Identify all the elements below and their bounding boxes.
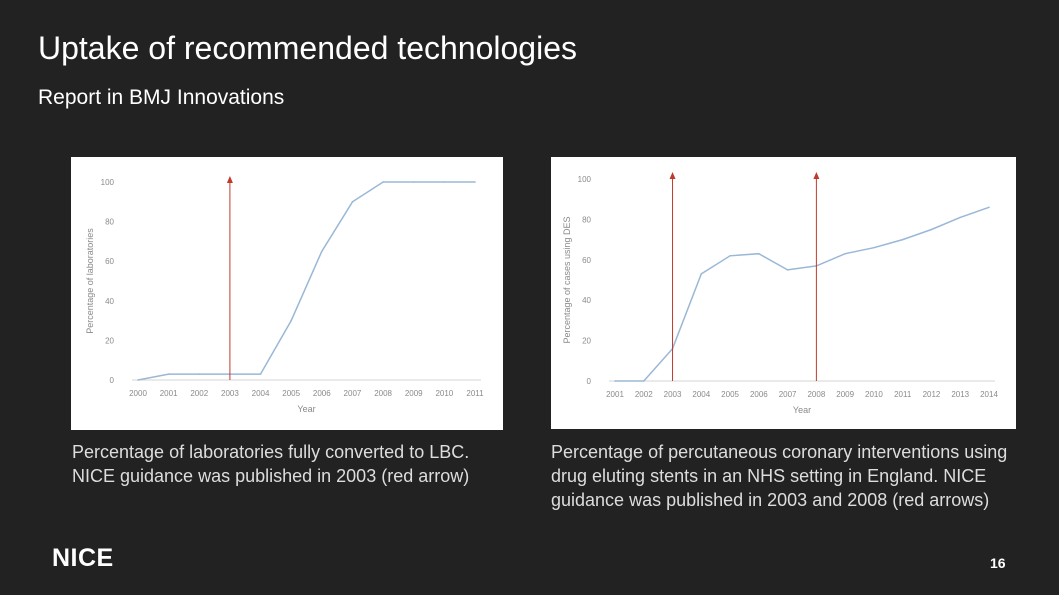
y-tick-label: 100: [578, 175, 592, 184]
page-number: 16: [990, 555, 1006, 571]
chart-des-svg: 0 20 40 60 80 100 2001 2002 2003 2004 2005 2006 2007…: [562, 172, 998, 415]
y-tick-label: 0: [587, 377, 592, 386]
chart-laboratories-svg: 0 20 40 60 80 100 2000 2001 2002 2003 2004 2005 2006…: [85, 176, 484, 414]
y-tick-label: 80: [582, 215, 591, 224]
x-tick-label: 2008: [374, 389, 392, 398]
x-tick-label: 2011: [466, 389, 484, 398]
data-point: [137, 379, 139, 381]
y-tick-label: 20: [105, 336, 114, 345]
data-point: [729, 254, 731, 257]
x-tick-label: 2002: [635, 390, 653, 399]
y-tick-label: 80: [105, 218, 114, 227]
series-line: [137, 181, 475, 381]
chart-panel-laboratories: 0 20 40 60 80 100 2000 2001 2002 2003 2004 2005 2006…: [71, 157, 503, 430]
x-tick-label: 2003: [221, 389, 239, 398]
x-tick-label: 2002: [190, 389, 208, 398]
x-tick-label: 2001: [160, 389, 178, 398]
chart-panel-des: 0 20 40 60 80 100 2001 2002 2003 2004 2005 2006 2007…: [551, 157, 1016, 429]
data-point: [758, 252, 760, 255]
data-point: [321, 250, 323, 253]
data-point: [443, 181, 446, 183]
x-tick-label: 2012: [923, 390, 941, 399]
x-tick-label: 2014: [980, 390, 998, 399]
slide-subtitle: Report in BMJ Innovations: [38, 86, 285, 109]
data-point: [959, 216, 962, 219]
x-tick-label: 2013: [951, 390, 969, 399]
y-tick-label: 20: [582, 337, 591, 346]
guidance-arrow-head: [813, 172, 820, 179]
x-tick-label: 2000: [129, 389, 147, 398]
data-point: [412, 181, 415, 183]
data-point: [198, 373, 201, 375]
y-axis-label: Percentage of cases using DES: [562, 216, 572, 343]
data-point: [351, 201, 354, 203]
data-point: [901, 238, 904, 241]
x-tick-label: 2005: [282, 389, 300, 398]
x-tick-label: 2007: [779, 390, 797, 399]
x-tick-label: 2001: [606, 390, 624, 399]
caption-des: Percentage of percutaneous coronary inte…: [551, 442, 1008, 510]
y-tick-label: 60: [582, 256, 591, 265]
x-tick-label: 2006: [750, 390, 768, 399]
series-line: [615, 206, 990, 382]
x-tick-label: 2009: [836, 390, 854, 399]
guidance-arrow-head: [669, 172, 676, 179]
y-tick-label: 40: [105, 297, 114, 306]
caption-laboratories: Percentage of laboratories fully convert…: [72, 442, 470, 486]
x-tick-label: 2006: [313, 389, 331, 398]
x-axis-label: Year: [793, 405, 811, 415]
data-point: [642, 380, 645, 382]
x-tick-label: 2004: [252, 389, 270, 398]
x-tick-label: 2009: [405, 389, 423, 398]
slide-title: Uptake of recommended technologies: [38, 30, 577, 66]
data-point: [614, 380, 616, 382]
y-axis-label: Percentage of laboratories: [85, 228, 95, 334]
x-tick-label: 2008: [807, 390, 825, 399]
nice-logo: NICE: [52, 544, 114, 572]
data-point: [382, 181, 384, 183]
guidance-arrow-head: [226, 176, 233, 183]
x-tick-label: 2010: [435, 389, 453, 398]
x-tick-label: 2003: [664, 390, 682, 399]
x-tick-label: 2005: [721, 390, 739, 399]
data-point: [988, 206, 990, 209]
data-point: [844, 252, 846, 255]
x-axis-label: Year: [297, 404, 315, 414]
y-tick-label: 40: [582, 296, 591, 305]
data-point: [786, 269, 789, 271]
x-tick-label: 2011: [894, 390, 912, 399]
y-tick-label: 0: [110, 376, 115, 385]
y-tick-label: 60: [105, 257, 114, 266]
x-tick-label: 2010: [865, 390, 883, 399]
data-point: [474, 181, 476, 183]
data-point: [873, 246, 875, 249]
data-point: [290, 319, 292, 322]
data-point: [259, 373, 262, 375]
x-tick-label: 2007: [344, 389, 362, 398]
data-point: [700, 273, 703, 275]
y-tick-label: 100: [101, 178, 115, 187]
data-point: [930, 228, 933, 231]
x-tick-label: 2004: [692, 390, 710, 399]
data-point: [167, 373, 170, 375]
